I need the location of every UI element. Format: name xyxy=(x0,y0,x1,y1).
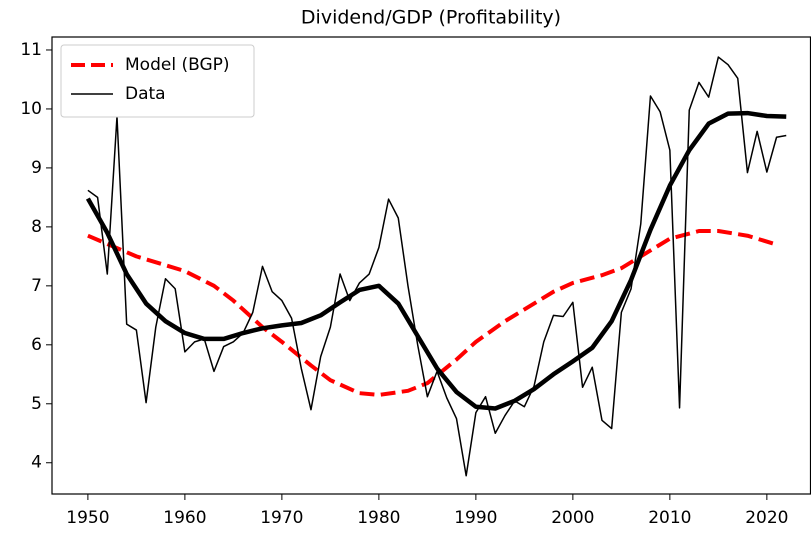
x-tick-label: 1990 xyxy=(454,508,497,528)
x-tick-label: 2000 xyxy=(551,508,594,528)
legend-box xyxy=(60,44,255,118)
x-tick-label: 2010 xyxy=(648,508,691,528)
x-tick-label: 1960 xyxy=(163,508,206,528)
series-group xyxy=(85,56,787,477)
legend-label: Model (BGP) xyxy=(125,55,230,75)
series-line xyxy=(85,110,787,411)
y-tick-label: 6 xyxy=(31,335,42,355)
series-line xyxy=(87,229,778,397)
x-tick-label: 1970 xyxy=(260,508,303,528)
y-tick-label: 7 xyxy=(31,276,42,296)
y-tick-label: 11 xyxy=(20,40,42,60)
y-tick-label: 5 xyxy=(31,394,42,414)
x-tick-label: 1980 xyxy=(357,508,400,528)
legend-label: Data xyxy=(125,84,166,104)
y-tick-label: 4 xyxy=(31,453,42,473)
series-line xyxy=(87,56,787,477)
chart-title: Dividend/GDP (Profitability) xyxy=(301,7,561,29)
x-tick-label: 1950 xyxy=(66,508,109,528)
y-tick-label: 8 xyxy=(31,217,42,237)
x-tick-label: 2020 xyxy=(745,508,788,528)
y-tick-label: 9 xyxy=(31,158,42,178)
y-tick-label: 10 xyxy=(20,99,42,119)
